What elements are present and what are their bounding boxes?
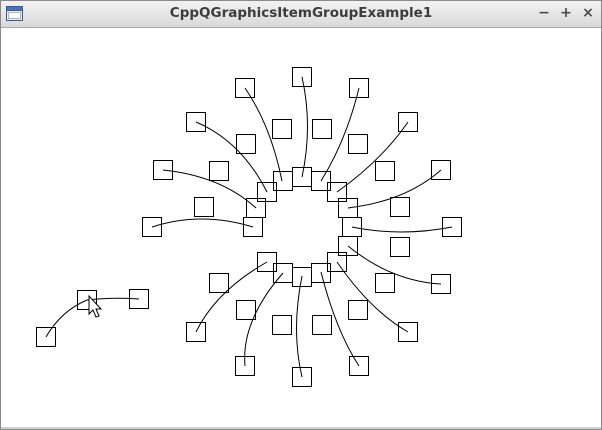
square-item[interactable] [390,237,410,257]
connector-line [351,226,453,233]
connector-line [151,218,254,228]
square-item[interactable] [375,273,395,293]
connector-line [320,87,360,182]
square-item[interactable] [431,274,451,294]
square-item[interactable] [194,197,214,217]
square-item[interactable] [235,356,255,376]
connector-line [320,271,360,367]
square-item[interactable] [235,78,255,98]
square-item[interactable] [257,182,277,202]
square-item[interactable] [272,315,292,335]
connector-line [86,297,140,301]
square-item[interactable] [311,171,331,191]
square-item[interactable] [186,322,206,342]
square-item[interactable] [153,160,173,180]
close-button[interactable]: × [582,5,594,21]
square-item[interactable] [348,300,368,320]
square-item[interactable] [338,236,358,256]
square-item[interactable] [209,161,229,181]
connector-line [336,121,409,193]
square-item[interactable] [129,289,149,309]
window-app-icon [6,6,23,21]
square-item[interactable] [246,198,266,218]
square-item[interactable] [292,67,312,87]
square-item[interactable] [312,119,332,139]
square-item[interactable] [327,182,347,202]
square-item[interactable] [186,112,206,132]
square-item[interactable] [375,161,395,181]
connector-line [195,121,268,193]
square-item[interactable] [36,327,56,347]
connector-line [296,275,303,378]
bottom-edge [1,427,601,429]
square-item[interactable] [349,78,369,98]
connector-line [162,169,257,209]
square-item[interactable] [272,119,292,139]
square-item[interactable] [390,197,410,217]
mouse-cursor-icon [88,294,103,318]
connector-line [244,87,283,182]
graphics-view-canvas[interactable] [1,28,601,428]
connector-line [336,261,409,333]
square-item[interactable] [209,273,229,293]
window-title: CppQGraphicsItemGroupExample1 [169,5,433,21]
square-item[interactable] [77,290,97,310]
square-item[interactable] [327,252,347,272]
square-item[interactable] [349,356,369,376]
maximize-button[interactable]: + [560,5,572,21]
square-item[interactable] [398,112,418,132]
square-item[interactable] [348,134,368,154]
connector-line [45,299,88,338]
title-bar[interactable]: CppQGraphicsItemGroupExample1 − + × [1,1,601,28]
square-item[interactable] [142,217,162,237]
square-item[interactable] [236,134,256,154]
square-item[interactable] [257,252,277,272]
square-item[interactable] [312,315,332,335]
square-item[interactable] [292,367,312,387]
square-item[interactable] [431,160,451,180]
connector-line [347,169,442,209]
minimize-button[interactable]: − [538,5,550,21]
connector-line [195,261,268,333]
square-item[interactable] [442,217,462,237]
graphics-scene[interactable] [1,28,601,428]
square-item[interactable] [398,322,418,342]
square-item[interactable] [273,263,293,283]
connector-line [301,76,308,178]
square-item[interactable] [236,300,256,320]
